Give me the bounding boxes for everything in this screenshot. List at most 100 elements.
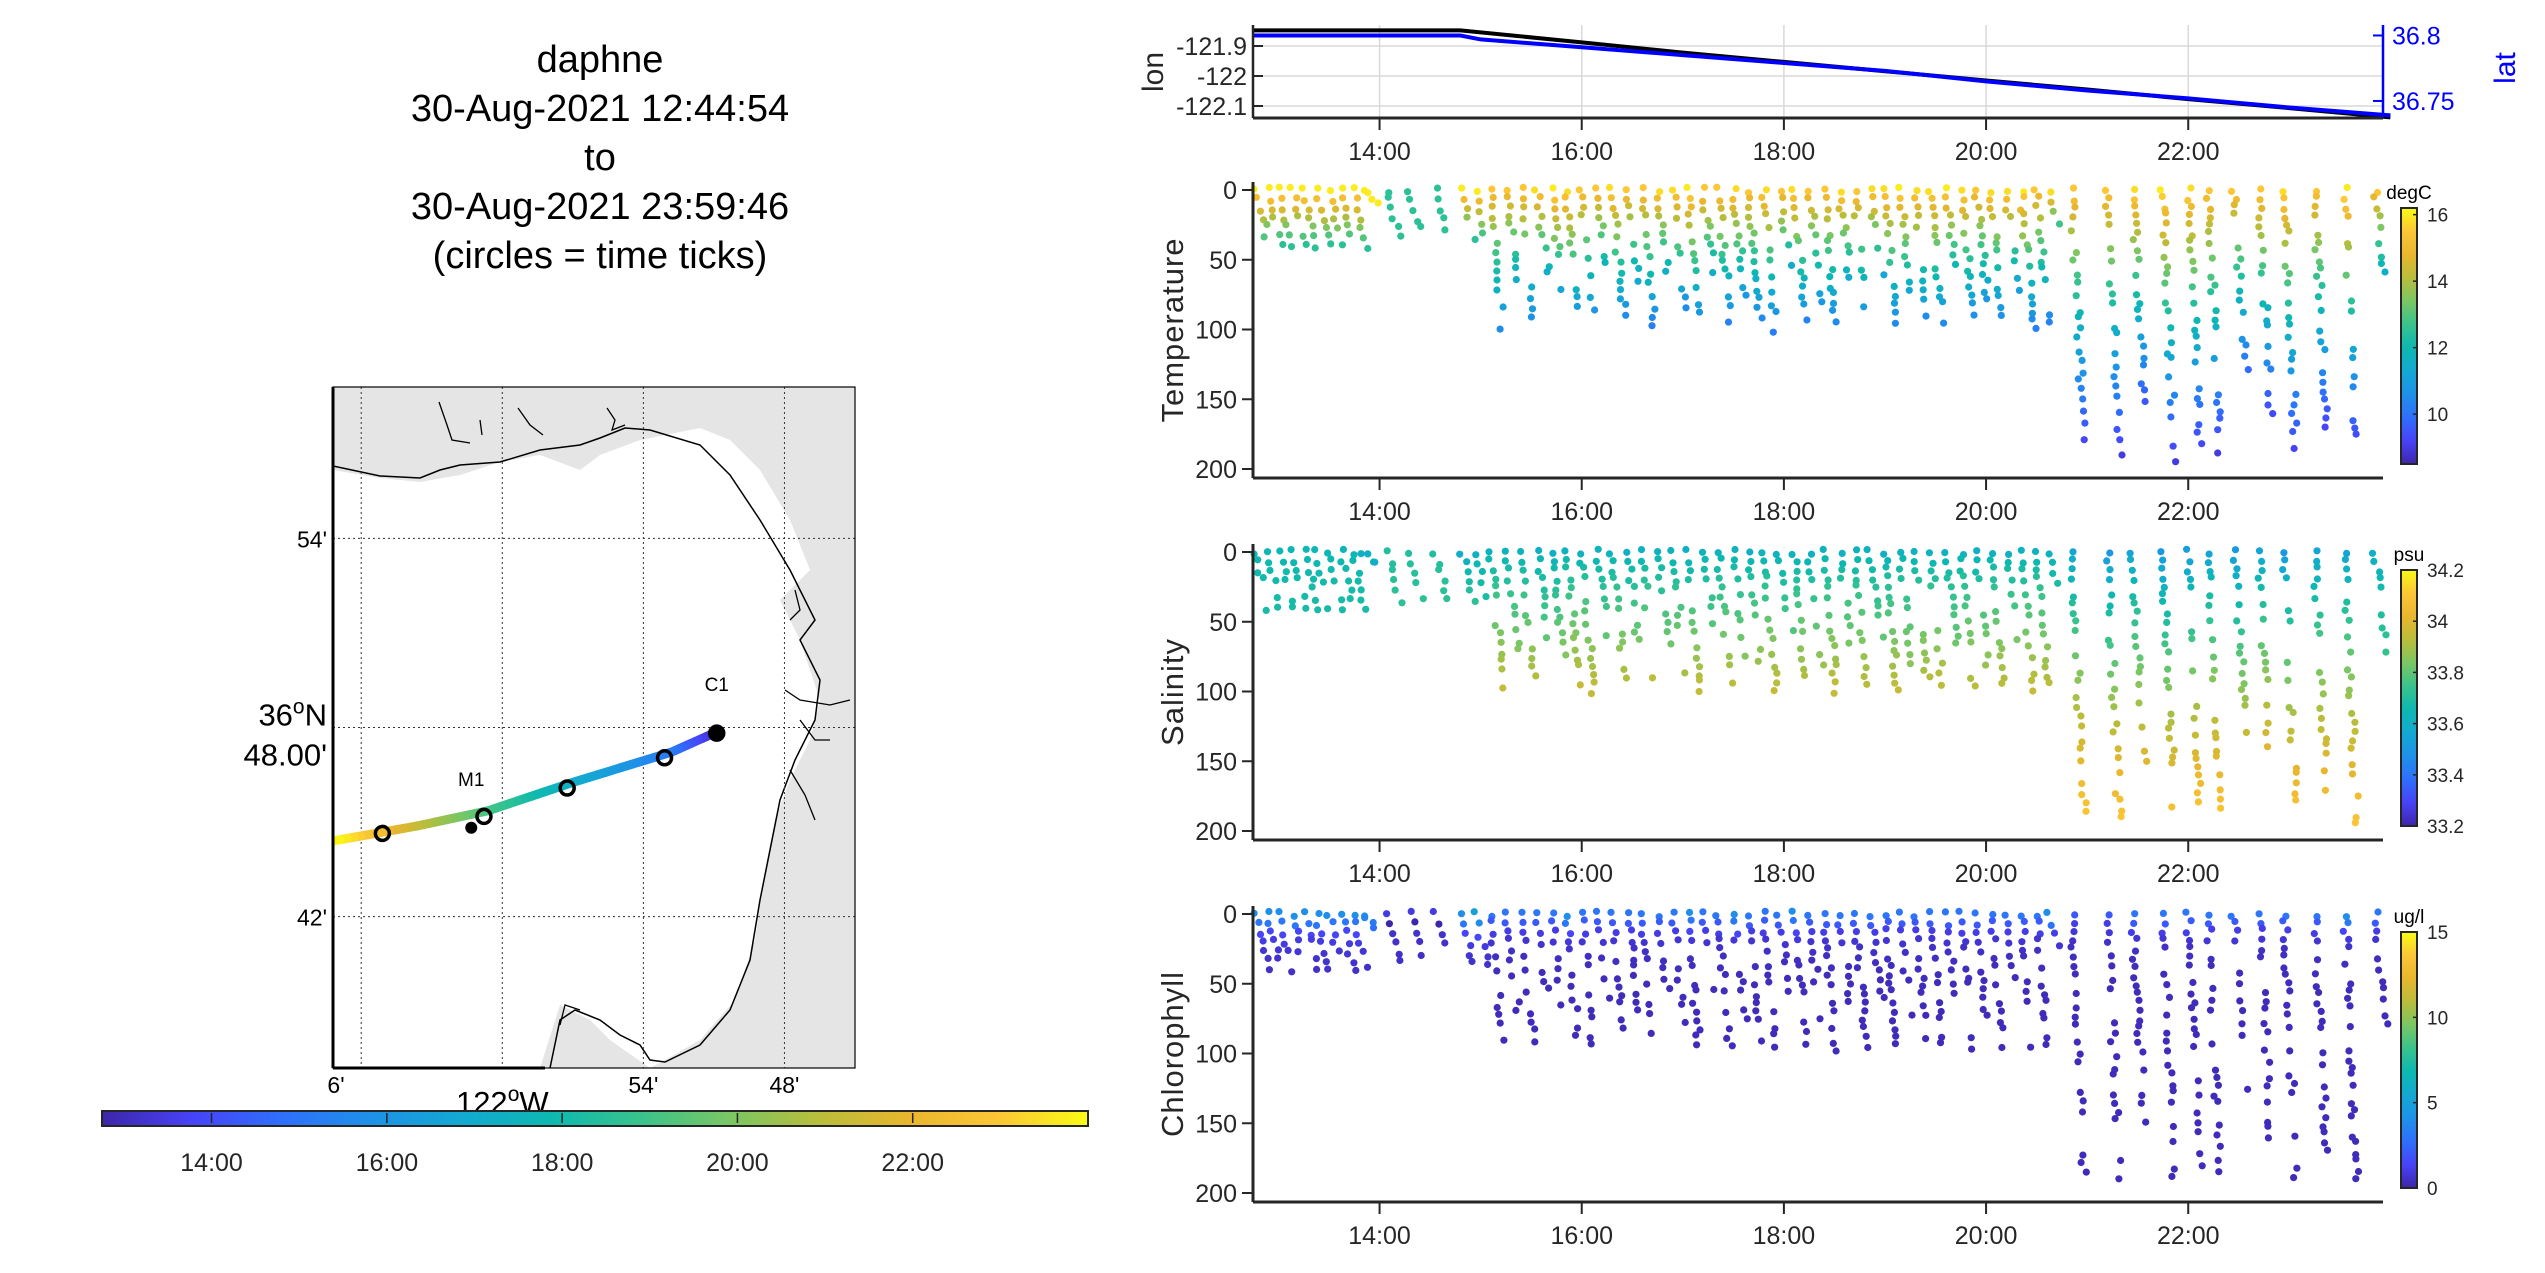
data-point bbox=[1485, 548, 1493, 556]
data-point bbox=[2314, 293, 2322, 301]
data-point bbox=[1599, 938, 1607, 947]
data-point bbox=[2130, 599, 2138, 607]
data-point bbox=[1734, 575, 1742, 583]
data-point bbox=[2105, 929, 2113, 937]
data-point bbox=[2351, 819, 2359, 827]
data-point bbox=[1794, 237, 1802, 245]
data-point bbox=[2239, 1007, 2247, 1015]
data-point bbox=[1492, 575, 1500, 583]
data-point bbox=[1983, 295, 1991, 303]
data-point bbox=[1573, 1024, 1582, 1032]
data-point bbox=[1875, 966, 1883, 974]
data-point bbox=[1605, 183, 1614, 192]
data-point bbox=[1989, 563, 1998, 571]
data-point bbox=[2316, 704, 2324, 713]
data-point bbox=[2192, 332, 2200, 340]
data-point bbox=[2105, 280, 2113, 288]
data-point bbox=[1411, 569, 1419, 577]
data-point bbox=[1562, 555, 1570, 564]
data-point bbox=[1670, 568, 1678, 576]
data-point bbox=[2289, 708, 2297, 717]
y-tick-label: 200 bbox=[1195, 456, 1237, 484]
data-point bbox=[1693, 1017, 1701, 1025]
data-point bbox=[2161, 299, 2169, 307]
data-point bbox=[1791, 214, 1799, 222]
data-point bbox=[1748, 927, 1756, 935]
data-point bbox=[2131, 947, 2140, 955]
data-point bbox=[1627, 926, 1636, 934]
data-point bbox=[2190, 1025, 2198, 1033]
data-point bbox=[1540, 613, 1548, 621]
data-point bbox=[2037, 982, 2045, 990]
data-point bbox=[1435, 920, 1443, 928]
data-point bbox=[1519, 918, 1527, 927]
data-point bbox=[1566, 930, 1575, 938]
data-point bbox=[2167, 324, 2175, 332]
data-point bbox=[1895, 565, 1904, 573]
data-point bbox=[1288, 603, 1296, 611]
data-point bbox=[1695, 676, 1703, 684]
data-point bbox=[1342, 204, 1350, 212]
data-point bbox=[2315, 988, 2323, 997]
data-point bbox=[1341, 918, 1350, 926]
data-point bbox=[1716, 944, 1724, 952]
data-point bbox=[1809, 948, 1817, 956]
data-point bbox=[1359, 947, 1367, 955]
data-point bbox=[1503, 186, 1511, 195]
data-point bbox=[1886, 219, 1894, 228]
data-point bbox=[1994, 264, 2002, 272]
data-point bbox=[1658, 564, 1666, 572]
data-point bbox=[2109, 976, 2117, 985]
data-point bbox=[1896, 203, 1904, 211]
data-point bbox=[1860, 653, 1868, 661]
data-point bbox=[2193, 702, 2201, 711]
data-point bbox=[1582, 620, 1590, 628]
data-point bbox=[2255, 214, 2263, 222]
data-point bbox=[1654, 205, 1662, 213]
map-lat-tick-label: 42' bbox=[297, 905, 327, 931]
data-point bbox=[1746, 222, 1754, 230]
data-point bbox=[1867, 922, 1875, 930]
data-point bbox=[2077, 1158, 2085, 1167]
data-point bbox=[1880, 271, 1888, 279]
data-point bbox=[1868, 185, 1876, 193]
data-point bbox=[1728, 1042, 1736, 1050]
data-point bbox=[1967, 638, 1975, 646]
data-point bbox=[1828, 634, 1836, 643]
data-point bbox=[1885, 593, 1893, 602]
data-point bbox=[2185, 936, 2194, 945]
data-point bbox=[1308, 583, 1316, 591]
data-point bbox=[1538, 573, 1547, 582]
data-point bbox=[1838, 197, 1846, 205]
data-point bbox=[2075, 348, 2083, 356]
data-point bbox=[1858, 608, 1866, 616]
data-point bbox=[2238, 1031, 2246, 1039]
data-point bbox=[2210, 1092, 2218, 1100]
data-point bbox=[2032, 572, 2040, 581]
data-point bbox=[2283, 221, 2291, 229]
data-point bbox=[2377, 583, 2385, 591]
data-point bbox=[2187, 583, 2195, 591]
data-point bbox=[1352, 931, 1360, 939]
y-axis-label: Salinity bbox=[1155, 638, 1190, 746]
data-point bbox=[1989, 576, 1998, 584]
data-point bbox=[2184, 196, 2192, 205]
data-point bbox=[1628, 565, 1636, 573]
data-point bbox=[1882, 936, 1890, 945]
data-point bbox=[2258, 567, 2266, 575]
data-point bbox=[1416, 937, 1424, 946]
data-point bbox=[2080, 436, 2088, 444]
data-point bbox=[1869, 576, 1877, 584]
data-point bbox=[1625, 909, 1633, 917]
data-point bbox=[2140, 1066, 2148, 1074]
data-point bbox=[2343, 598, 2351, 606]
data-point bbox=[1580, 916, 1588, 924]
data-point bbox=[2342, 205, 2350, 213]
data-point bbox=[1268, 206, 1276, 214]
data-point bbox=[1927, 567, 1935, 575]
data-point bbox=[2286, 987, 2294, 995]
data-point bbox=[2195, 421, 2203, 429]
data-point bbox=[1554, 250, 1563, 258]
data-point bbox=[2045, 679, 2053, 687]
data-point bbox=[2347, 673, 2355, 681]
